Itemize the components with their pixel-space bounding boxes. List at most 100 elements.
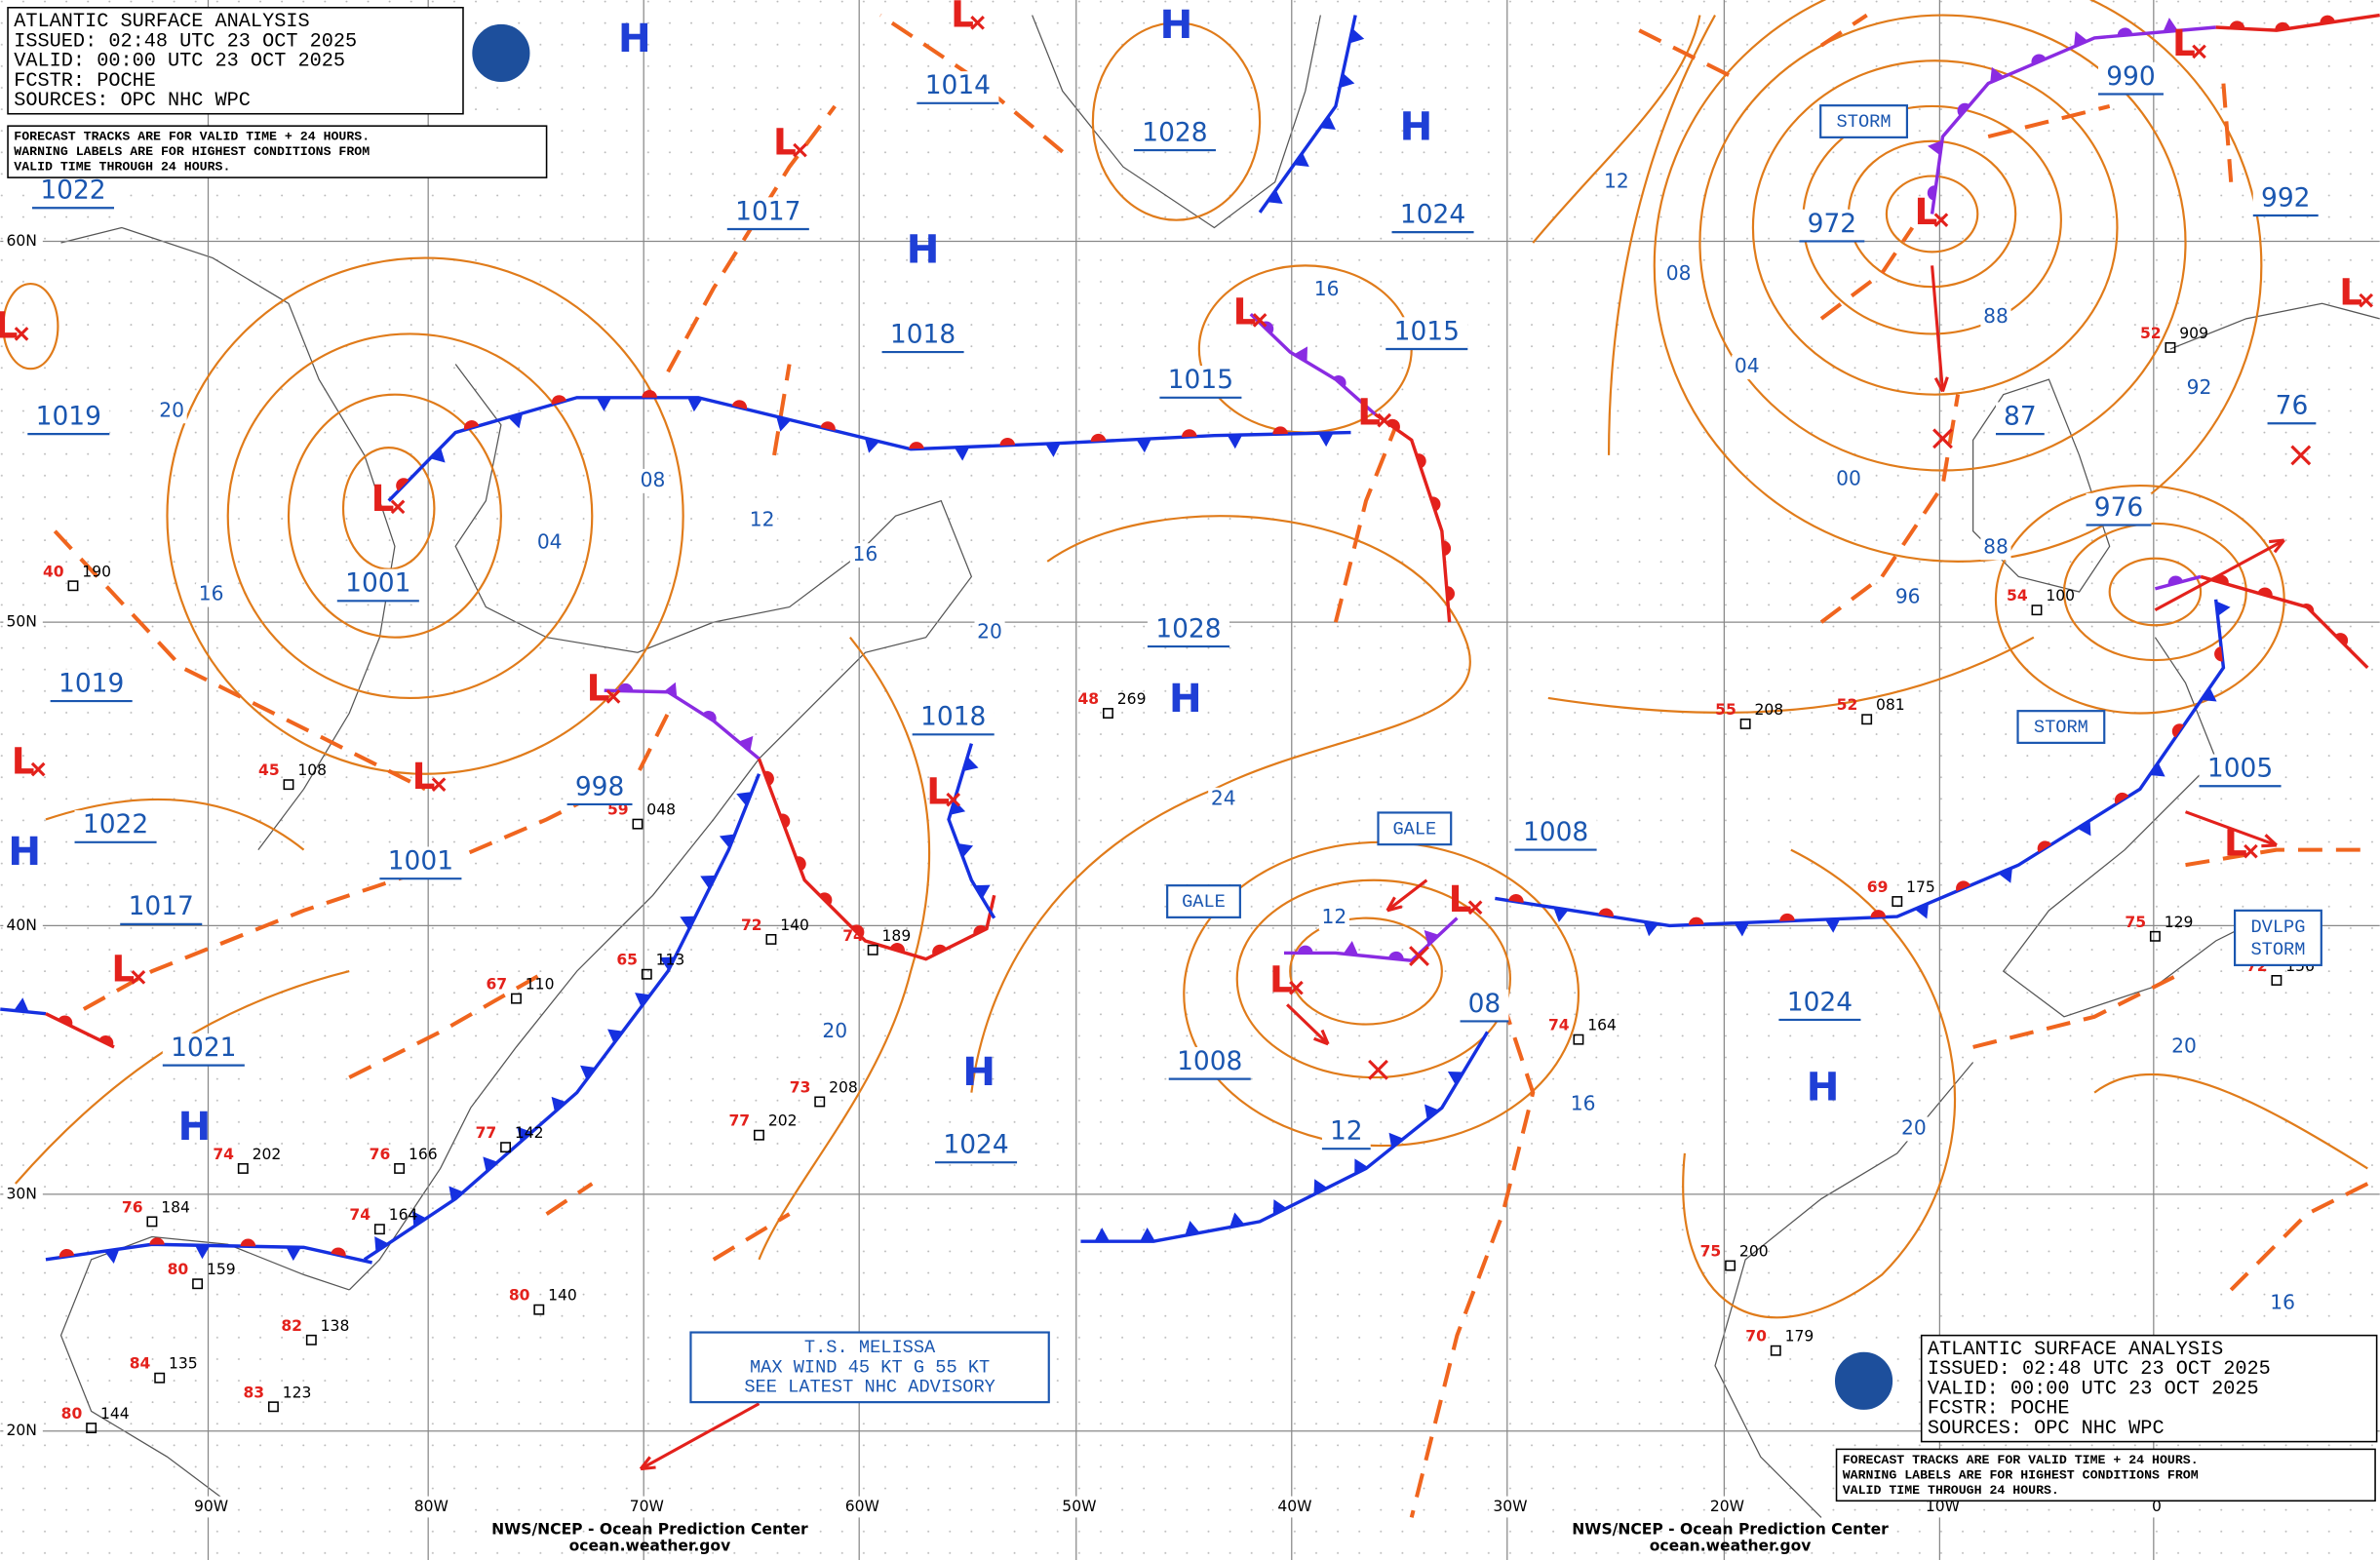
track-arrow xyxy=(1313,1029,1330,1046)
station-pressure: 164 xyxy=(1587,1017,1617,1034)
front-symbol xyxy=(1388,951,1404,960)
central-pressure: 1017 xyxy=(129,891,194,921)
station-temperature: 80 xyxy=(168,1261,189,1278)
front-symbol xyxy=(430,448,446,463)
legend-note: FORECAST TRACKS ARE FOR VALID TIME + 24 … xyxy=(1843,1453,2199,1467)
trough xyxy=(712,1212,791,1262)
central-pressure: 1014 xyxy=(925,70,991,100)
front-symbol xyxy=(508,412,524,429)
pressure-label-bg xyxy=(74,810,157,842)
advisory-line: T.S. MELISSA xyxy=(804,1337,936,1358)
pressure-label-bg xyxy=(1133,118,1216,151)
station-temperature: 77 xyxy=(728,1112,750,1130)
forecast-position xyxy=(2290,445,2312,466)
isobar xyxy=(1682,848,1957,1319)
pressure-label-bg xyxy=(1147,614,1229,647)
station-pressure: 164 xyxy=(389,1206,418,1224)
front-symbol xyxy=(1294,346,1308,363)
station-temperature: 52 xyxy=(2140,325,2162,342)
low-center-x xyxy=(1933,213,1949,228)
station-temperature: 59 xyxy=(607,801,629,819)
low-center-x xyxy=(431,777,447,792)
trough xyxy=(772,364,792,456)
pressure-label-bg xyxy=(1799,209,1865,242)
track-arrow xyxy=(2261,834,2278,848)
front-symbol xyxy=(449,1186,464,1202)
isobar-label: 16 xyxy=(2270,1290,2295,1313)
pressure-label-bg xyxy=(566,772,633,804)
forecast-track xyxy=(2184,810,2278,847)
track-arrow xyxy=(1933,376,1949,393)
central-pressure: 1022 xyxy=(83,809,148,839)
front-symbol xyxy=(1430,496,1441,512)
front-symbol xyxy=(551,1096,566,1112)
station-temperature: 73 xyxy=(790,1078,811,1096)
front-symbol xyxy=(687,397,703,412)
forecast-track xyxy=(1286,1003,1330,1045)
trough xyxy=(2229,1182,2369,1292)
isobar-label: 88 xyxy=(1983,534,2009,558)
front-symbol xyxy=(932,944,947,956)
isobar-label-bg xyxy=(2183,375,2215,401)
low-center-x xyxy=(1467,900,1483,916)
legend-line: SOURCES: OPC NHC WPC xyxy=(14,90,251,112)
front-symbol xyxy=(962,757,979,771)
central-pressure: 1024 xyxy=(943,1130,1008,1160)
front-symbol xyxy=(104,1249,120,1265)
trough xyxy=(2221,83,2234,182)
isobar xyxy=(2062,522,2247,662)
front-symbol xyxy=(580,1065,596,1080)
front-symbol xyxy=(700,875,717,889)
front-symbol xyxy=(1045,443,1061,457)
front-symbol xyxy=(483,1156,498,1173)
high-center: H xyxy=(962,1048,995,1095)
isobar-label: 20 xyxy=(2171,1034,2197,1057)
station-temperature: 82 xyxy=(281,1317,302,1335)
high-center: H xyxy=(178,1103,212,1150)
front-symbol xyxy=(1998,867,2012,883)
front-symbol xyxy=(957,842,974,858)
isobar-label: 92 xyxy=(2187,375,2212,399)
isobar-label-bg xyxy=(1568,1092,1599,1117)
isobar-label-bg xyxy=(637,468,669,493)
lat-label: 20N xyxy=(6,1422,36,1439)
isobar-label: 00 xyxy=(1836,466,1861,489)
front-symbol xyxy=(1333,375,1346,388)
station-temperature: 74 xyxy=(842,927,864,945)
isobar-label: 16 xyxy=(1314,277,1340,300)
pressure-label-bg xyxy=(50,669,133,702)
central-pressure: 1018 xyxy=(890,319,956,349)
central-pressure: 972 xyxy=(1808,209,1856,239)
station-pressure: 190 xyxy=(82,563,111,580)
trough xyxy=(1333,424,1399,623)
front-symbol xyxy=(58,1015,73,1027)
isobar-label-bg xyxy=(1663,262,1695,288)
isobar-label: 16 xyxy=(1571,1092,1596,1115)
isobar xyxy=(1751,59,2119,396)
isobar-label-bg xyxy=(2168,1034,2200,1060)
front-symbol xyxy=(59,1248,75,1258)
station-pressure: 138 xyxy=(321,1317,350,1335)
front-symbol xyxy=(851,924,865,938)
station xyxy=(1725,1260,1736,1271)
lon-label: 70W xyxy=(630,1498,664,1515)
front-symbol xyxy=(2114,792,2129,804)
lon-label-bg xyxy=(1058,1496,1104,1518)
station xyxy=(533,1304,545,1315)
front-symbol xyxy=(2163,18,2178,32)
front-symbol xyxy=(702,711,717,722)
pressure-label-bg xyxy=(917,71,999,103)
isobar-label-bg xyxy=(819,1019,850,1044)
station xyxy=(237,1162,249,1174)
low-center: L xyxy=(1233,291,1257,333)
isobar-label: 24 xyxy=(1211,787,1236,810)
note-box xyxy=(1835,1448,2376,1502)
trough xyxy=(1819,394,1961,624)
front-symbol xyxy=(1447,1071,1463,1085)
central-pressure: 1028 xyxy=(1155,613,1221,644)
isobar xyxy=(1607,15,1716,455)
front-symbol xyxy=(973,924,988,936)
legend-note: VALID TIME THROUGH 24 HOURS. xyxy=(1843,1483,2059,1498)
low-center: L xyxy=(773,120,797,163)
lat-label-bg xyxy=(3,611,43,634)
